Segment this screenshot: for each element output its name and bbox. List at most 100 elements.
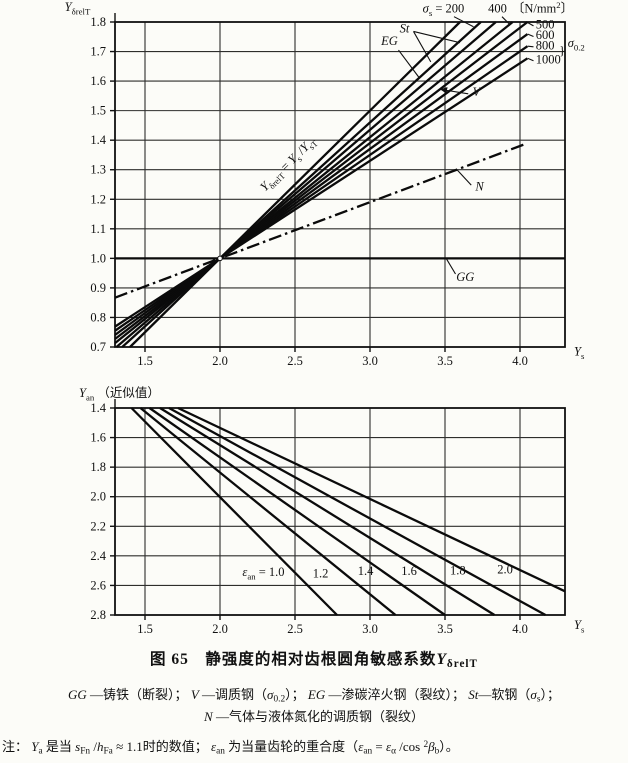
figure-legend-line2: N —气体与液体氮化的调质钢（裂纹） (0, 706, 628, 725)
top-chart-YdrelT: 1.5 2.0 2.5 3.0 3.5 4.0 0.7 0.8 0.9 1.0 1.1 1.2 1.3 1… (65, 0, 585, 368)
text-segment: 2 (423, 739, 429, 750)
text-segment: Y (436, 651, 447, 668)
y-tick-label: 1.8 (90, 15, 106, 29)
x-tick-label: 3.0 (362, 354, 378, 368)
curve-eps-an-2.0 (177, 406, 566, 593)
label-label-N: N (474, 179, 484, 193)
text-segment: ε (358, 739, 364, 754)
figure-caption: 图 65 静强度的相对齿根圆角敏感系数YδrelT (0, 647, 628, 670)
y-tick-label: 1.5 (90, 104, 106, 118)
text-segment: Fn (80, 746, 91, 757)
text-segment: an (363, 746, 373, 757)
leader-line (527, 57, 534, 62)
x-tick-label: 2.5 (287, 622, 303, 636)
label-eps-label-1.0: εan = 1.0 (242, 565, 284, 582)
plot-border (114, 407, 566, 616)
label-sigma-0-2: σ0.2 (568, 36, 585, 53)
curve-eps-an-1.8 (168, 406, 547, 617)
text-segment: ）。 (439, 739, 459, 754)
y-tick-label: 2.8 (90, 608, 106, 622)
x-tick-label: 3.5 (437, 354, 453, 368)
y-tick-label: 1.7 (90, 45, 106, 59)
text-segment: —气体与液体氮化的调质钢（裂纹） (212, 709, 424, 724)
y-tick-label: 1.6 (90, 431, 106, 445)
text-segment: ε (210, 739, 217, 754)
y-tick-label: 2.0 (90, 490, 106, 504)
x-tick-label: 1.5 (137, 622, 153, 636)
y-tick-label: 1.6 (90, 74, 106, 88)
x-tick-label: 2.0 (212, 354, 228, 368)
text-segment: Y (31, 739, 39, 754)
label-v-600: 600 (536, 28, 555, 42)
convergence-dot (217, 255, 223, 262)
text-segment: ）； (285, 687, 308, 702)
curve-V-sigma02-800 (114, 45, 529, 332)
text-segment: s (536, 694, 541, 705)
label-brace: } (559, 44, 565, 58)
text-segment: an (216, 746, 225, 757)
text-segment: a (38, 746, 43, 757)
text-segment: β (428, 739, 435, 754)
text-segment: = (372, 739, 386, 754)
label-label-St: St (400, 21, 410, 35)
x-tick-label: 2.5 (287, 354, 303, 368)
leader-line (453, 16, 474, 28)
text-segment: GG (68, 687, 87, 702)
label-x-axis-title: Ys (574, 618, 585, 635)
text-segment: 0.2 (273, 694, 286, 705)
text-segment: ε (385, 739, 392, 754)
label-sigma-s-400: 400 (488, 2, 507, 16)
y-tick-label: 1.4 (90, 401, 106, 415)
curve-eps-an-1.6 (159, 407, 496, 616)
y-tick-label: 1.8 (90, 460, 106, 474)
curve-V-sigma02-600 (114, 33, 529, 336)
text-segment: h (96, 739, 104, 754)
leader-line (527, 45, 534, 48)
label-eps-label-1.8: 1.8 (450, 563, 466, 577)
text-segment: 图 65 静强度的相对齿根圆角敏感系数 (150, 651, 437, 668)
leader-line (446, 258, 456, 275)
label-eps-label-1.2: 1.2 (313, 566, 329, 580)
y-tick-label: 0.7 (90, 340, 106, 354)
text-segment: 注： (2, 739, 32, 754)
label-label-GG: GG (456, 270, 474, 284)
y-tick-label: 0.9 (90, 281, 106, 295)
text-segment: St (468, 687, 479, 702)
text-segment: δrelT (446, 658, 478, 671)
curve-EG (115, 21, 497, 348)
label-y-axis-title: Yan （近似值） (79, 385, 160, 403)
label-eps-label-2.0: 2.0 (497, 563, 513, 577)
curve-ref-Ys-over-YsT (129, 21, 461, 348)
text-segment: σ (530, 687, 537, 702)
text-segment: —软钢（ (478, 687, 531, 702)
figure-legend-line1: GG —铸铁（断裂）； V —调质钢（σ0.2）； EG —渗碳淬火钢（裂纹）；… (0, 684, 628, 705)
x-tick-label: 3.0 (362, 622, 378, 636)
text-segment: 是当 (42, 739, 76, 754)
x-tick-label: 3.5 (437, 622, 453, 636)
y-tick-label: 1.0 (90, 251, 106, 265)
y-tick-label: 1.2 (90, 192, 106, 206)
curve-St-sigma-s-400 (114, 21, 514, 345)
bottom-chart-Yan: 1.5 2.0 2.5 3.0 3.5 4.0 1.4 1.6 1.8 2.0 2.2 2.4 2.6 2… (79, 385, 585, 636)
leader-line (413, 31, 432, 63)
leader-line (501, 16, 511, 26)
text-segment: 为当量齿轮的重合度（ (224, 739, 359, 754)
label-v-500: 500 (536, 18, 555, 32)
text-segment: —铸铁（断裂）； (86, 687, 191, 702)
figure-note: 注： Ya 是当 sFn /hFa ≈ 1.1时的数值； εan 为当量齿轮的重… (2, 736, 626, 757)
leader-line (398, 49, 420, 79)
label-unit-n-mm2: 〔N/mm2〕 (512, 0, 573, 16)
text-segment: Fa (103, 746, 113, 757)
label-v-800: 800 (536, 38, 555, 52)
text-segment: / (90, 739, 97, 754)
x-tick-label: 2.0 (212, 622, 228, 636)
text-segment: s (75, 739, 81, 754)
x-tick-label: 4.0 (512, 354, 528, 368)
figure-65-charts: 1.5 2.0 2.5 3.0 3.5 4.0 0.7 0.8 0.9 1.0 1.1 1.2 1.3 1… (65, 0, 585, 636)
text-segment: ）； (540, 687, 560, 702)
text-segment: σ (267, 687, 274, 702)
label-x-axis-title: Ys (574, 344, 585, 361)
leader-line (527, 33, 534, 37)
y-tick-label: 2.4 (90, 549, 106, 563)
label-label-EG: EG (380, 34, 398, 48)
